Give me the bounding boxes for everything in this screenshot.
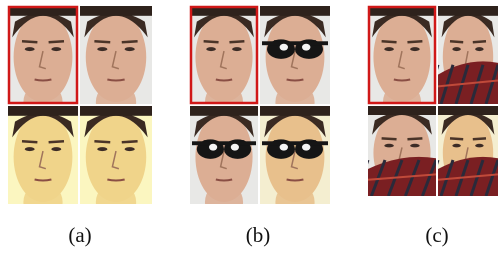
- lens-glare: [280, 144, 288, 151]
- mouth: [287, 80, 304, 81]
- photo-content: [260, 106, 330, 222]
- eyebrow: [49, 141, 64, 142]
- eyebrow: [407, 41, 422, 42]
- eye: [475, 47, 483, 51]
- photo-content: [190, 106, 258, 222]
- face-photo: [190, 6, 258, 122]
- eyebrow: [473, 138, 486, 139]
- scarf-stripe: [354, 160, 368, 196]
- photo-content: [8, 106, 78, 222]
- mouth: [216, 80, 232, 81]
- eyebrow: [49, 41, 64, 42]
- eye: [475, 144, 483, 148]
- face-photo: [426, 106, 498, 212]
- mouth: [35, 80, 52, 81]
- eye: [410, 144, 420, 148]
- eye: [97, 147, 107, 151]
- eye: [452, 47, 460, 51]
- photo-content: [426, 6, 498, 122]
- eye: [125, 47, 135, 51]
- eye: [232, 47, 242, 51]
- face-photo: [426, 6, 498, 122]
- eye: [51, 47, 61, 51]
- face-photo: [354, 106, 436, 212]
- eyebrow: [382, 138, 397, 139]
- eyebrow: [122, 41, 138, 42]
- face-photo: [190, 106, 258, 222]
- hair-top: [438, 106, 498, 115]
- photo-content: [80, 106, 152, 222]
- eyebrow: [229, 41, 244, 42]
- face-photo: [368, 6, 436, 122]
- mouth: [287, 180, 304, 181]
- mouth: [107, 180, 124, 181]
- eye: [125, 147, 135, 151]
- lens-glare: [302, 44, 310, 51]
- hair-top: [260, 106, 330, 116]
- sunglass-bridge: [262, 141, 328, 145]
- eye: [25, 47, 35, 51]
- photo-content: [260, 6, 330, 122]
- face-photo: [8, 6, 78, 122]
- eyebrow: [204, 41, 219, 42]
- mouth: [35, 180, 52, 181]
- hair-top: [368, 106, 436, 115]
- hair-top: [190, 106, 258, 116]
- face-photo: [260, 106, 330, 222]
- eye: [206, 47, 216, 51]
- photo-content: [80, 6, 152, 122]
- mouth: [394, 80, 410, 81]
- hair-top: [80, 106, 152, 116]
- photo-content: [368, 6, 436, 122]
- face-photo: [80, 106, 152, 222]
- page: (a) (b) (c) (() => { const data = JSON.p…: [0, 0, 501, 249]
- lens-glare: [302, 144, 310, 151]
- eye: [25, 147, 35, 151]
- eyebrow: [382, 41, 397, 42]
- eyebrow: [22, 141, 37, 142]
- panel-label: (a): [68, 223, 91, 247]
- face-photo: [80, 6, 152, 122]
- mouth: [216, 180, 232, 181]
- eyebrow: [473, 41, 486, 42]
- mouth: [107, 80, 124, 81]
- eye: [97, 47, 107, 51]
- hair-top: [80, 6, 152, 16]
- eye: [51, 147, 61, 151]
- sunglass-bridge: [262, 41, 328, 45]
- panel-label: (b): [246, 223, 271, 247]
- sunglass-bridge: [192, 141, 256, 145]
- panel-label: (c): [425, 223, 448, 247]
- face-photo: [8, 106, 78, 222]
- eyebrow: [450, 41, 463, 42]
- photo-content: [8, 6, 78, 122]
- photo-content: [354, 106, 436, 212]
- hair-top: [260, 6, 330, 16]
- lens-glare: [280, 44, 288, 51]
- photo-content: [190, 6, 258, 122]
- eye: [384, 47, 394, 51]
- eyebrow: [407, 138, 422, 139]
- lens-glare: [231, 144, 239, 151]
- eyebrow: [122, 141, 138, 142]
- face-photo: [260, 6, 330, 122]
- hair-top: [438, 6, 498, 16]
- eyebrow: [94, 41, 110, 42]
- eye: [384, 144, 394, 148]
- eyebrow: [94, 141, 110, 142]
- eyebrow: [450, 138, 463, 139]
- eye: [452, 144, 460, 148]
- eye: [410, 47, 420, 51]
- hair-top: [8, 106, 78, 116]
- photo-content: [426, 106, 498, 212]
- lens-glare: [209, 144, 217, 151]
- eyebrow: [22, 41, 37, 42]
- figure: (a) (b) (c): [0, 0, 501, 249]
